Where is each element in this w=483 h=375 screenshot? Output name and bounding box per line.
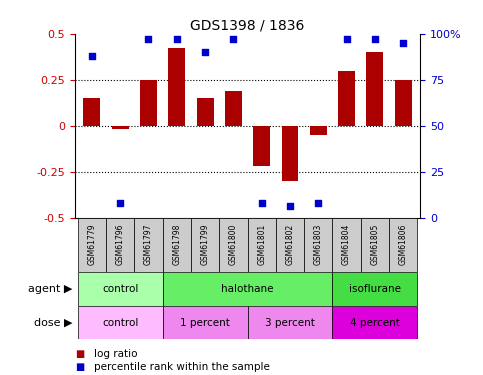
Text: ■: ■ [75, 362, 84, 372]
Text: log ratio: log ratio [94, 350, 138, 359]
Text: GSM61805: GSM61805 [370, 224, 380, 266]
Bar [163, 217, 191, 272]
Bar [78, 272, 163, 306]
Point [229, 36, 237, 42]
Text: GSM61801: GSM61801 [257, 224, 266, 266]
Point [371, 36, 379, 42]
Bar [225, 91, 242, 126]
Bar [332, 272, 417, 306]
Text: GSM61796: GSM61796 [115, 224, 125, 266]
Text: GSM61803: GSM61803 [314, 224, 323, 266]
Bar [304, 217, 332, 272]
Text: control: control [102, 318, 138, 327]
Bar [276, 217, 304, 272]
Point [116, 200, 124, 206]
Text: isoflurane: isoflurane [349, 284, 401, 294]
Bar [253, 126, 270, 166]
Bar [197, 98, 213, 126]
Bar [78, 306, 163, 339]
Point [144, 36, 152, 42]
Text: 1 percent: 1 percent [180, 318, 230, 327]
Text: GSM61797: GSM61797 [144, 224, 153, 266]
Bar [140, 80, 157, 126]
Bar [389, 217, 417, 272]
Text: GSM61799: GSM61799 [200, 224, 210, 266]
Text: halothane: halothane [221, 284, 274, 294]
Point [201, 49, 209, 55]
Point [399, 40, 407, 46]
Bar [395, 80, 412, 126]
Text: 3 percent: 3 percent [265, 318, 315, 327]
Bar [168, 48, 185, 126]
Bar [106, 217, 134, 272]
Bar [163, 306, 248, 339]
Text: GSM61804: GSM61804 [342, 224, 351, 266]
Bar [78, 217, 106, 272]
Text: GSM61800: GSM61800 [229, 224, 238, 266]
Text: GSM61802: GSM61802 [285, 224, 295, 266]
Text: ■: ■ [75, 350, 84, 359]
Text: dose ▶: dose ▶ [34, 318, 72, 327]
Text: 4 percent: 4 percent [350, 318, 400, 327]
Bar [367, 52, 384, 126]
Bar [361, 217, 389, 272]
Text: control: control [102, 284, 138, 294]
Bar [248, 217, 276, 272]
Point [286, 204, 294, 210]
Text: GSM61798: GSM61798 [172, 224, 181, 266]
Bar [282, 126, 298, 181]
Point [343, 36, 351, 42]
Point [314, 200, 322, 206]
Point [88, 53, 96, 59]
Bar [191, 217, 219, 272]
Bar [248, 306, 332, 339]
Bar [338, 70, 355, 126]
Point [258, 200, 266, 206]
Bar [310, 126, 327, 135]
Bar [134, 217, 163, 272]
Bar [112, 126, 128, 129]
Bar [163, 272, 332, 306]
Text: GSM61806: GSM61806 [399, 224, 408, 266]
Bar [219, 217, 248, 272]
Text: agent ▶: agent ▶ [28, 284, 72, 294]
Title: GDS1398 / 1836: GDS1398 / 1836 [190, 19, 305, 33]
Bar [332, 217, 361, 272]
Bar [332, 306, 417, 339]
Bar [84, 98, 100, 126]
Text: GSM61779: GSM61779 [87, 224, 96, 266]
Text: percentile rank within the sample: percentile rank within the sample [94, 362, 270, 372]
Point [173, 36, 181, 42]
